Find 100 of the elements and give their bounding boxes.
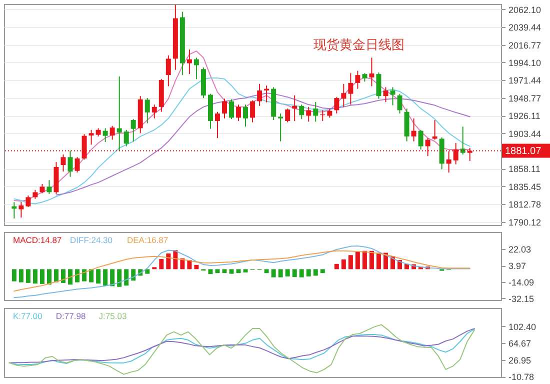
bar [68,269,73,285]
candlestick [348,72,354,106]
candlestick [26,195,31,208]
bar [376,252,381,270]
bar [222,269,227,274]
text: J:75.03 [98,311,127,321]
y-tick-label: 3.97 [508,261,526,272]
y-tick-label: 26.95 [508,355,532,366]
candlestick [355,70,360,90]
y-tick-label: 1835.45 [508,182,542,192]
y-tick-label: 1971.44 [508,76,542,86]
bar [236,269,241,274]
candlestick [376,72,382,100]
candlestick [18,202,24,218]
candlestick [229,98,234,120]
line-series [14,250,470,292]
candlestick [102,128,108,142]
candlestick [411,118,416,142]
bar [96,269,101,284]
bar [278,269,283,278]
candlestick [369,57,374,87]
y-tick-label: 64.67 [508,338,532,349]
bar [89,269,94,282]
y-tick-label: 2039.44 [508,22,542,33]
bar [215,269,220,274]
y-tick-label: -32.15 [508,294,534,304]
bar [264,269,269,274]
bar [369,250,374,270]
line-series [14,245,470,298]
bar [355,252,360,270]
candlestick [46,180,52,194]
bar [61,269,66,283]
bar [124,269,129,286]
candlestick [250,100,256,123]
candlestick [341,83,346,108]
candlestick [194,57,199,80]
ref-line-label: 1881.07 [505,146,542,157]
candlestick [116,76,122,152]
candlestick [60,154,66,172]
candlestick [460,126,466,155]
bar [194,264,199,270]
y-tick-label: 1926.11 [508,111,540,122]
candlestick [144,98,150,124]
series-label: DEA:16.87 [127,235,168,245]
bar [117,269,122,287]
bar [12,269,16,282]
bar [82,269,87,282]
y-tick-label: 22.03 [508,244,532,255]
y-tick-label: 2062.10 [508,4,542,15]
bar [208,269,213,274]
text: K:77.00 [13,311,43,321]
y-tick-label: 1812.78 [508,200,542,210]
candlestick [74,156,80,174]
bar [299,269,304,278]
y-tick-label: 1790.12 [508,217,542,228]
candlestick [124,129,129,147]
candlestick [130,118,136,142]
y-tick-label: 1948.77 [508,93,542,104]
candlestick [166,54,171,87]
bar [334,264,339,270]
y-tick-label: 2016.77 [508,40,542,50]
candlestick [68,150,73,178]
bar [229,269,234,274]
bar [131,269,136,281]
bar [159,259,164,270]
bar [313,269,318,276]
bar [341,259,346,270]
candlestick [152,104,157,119]
candlestick [299,104,304,120]
bar [271,269,276,278]
bar [54,269,58,282]
bar [103,269,108,286]
candlestick [222,98,227,119]
candlestick [285,108,290,123]
candlestick [313,102,318,122]
candlestick [334,96,340,114]
bar [26,269,30,283]
bar [46,269,52,285]
candlestick [40,184,45,194]
text: 现货黄金日线图 [314,37,404,52]
candlestick [264,85,270,103]
y-tick-label: -10.78 [508,372,534,382]
candlestick [243,104,248,128]
candlestick [278,112,284,142]
candlestick [186,48,192,75]
candlestick [327,108,332,118]
candlestick [306,106,312,122]
y-tick-label: 1994.10 [508,58,542,68]
candlestick [418,129,424,150]
bar [292,269,297,278]
y-tick-label: 1903.44 [508,128,542,139]
bar [40,269,44,284]
candlestick [257,83,262,106]
text: D:77.98 [56,311,86,321]
candlestick [390,86,396,106]
bar [166,253,171,270]
bar [18,269,24,282]
bar [145,269,150,274]
bar [348,255,353,270]
bar [320,269,325,274]
